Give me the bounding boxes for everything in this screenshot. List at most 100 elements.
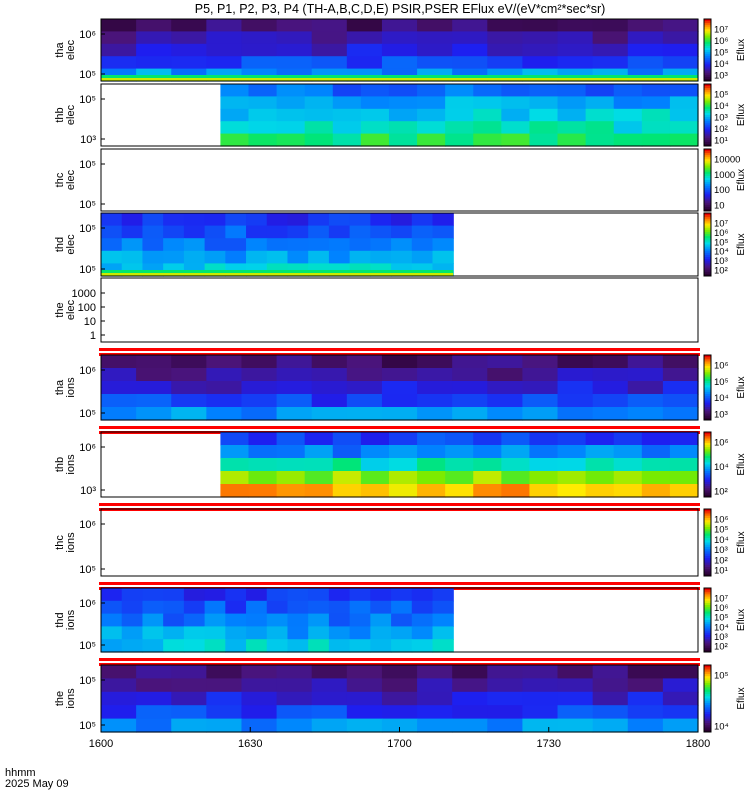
heatmap-cell	[121, 613, 144, 627]
colorbar-tick-label: 1000	[714, 170, 735, 181]
heatmap-cell	[529, 96, 559, 110]
colorbar-step	[704, 479, 711, 483]
heatmap-cell	[101, 626, 123, 640]
colorbar-tick-label: 10²	[714, 642, 728, 653]
colorbar-tick-label: 10⁶	[714, 36, 729, 47]
heatmap-cell	[101, 368, 137, 382]
heatmap-cell	[452, 691, 488, 706]
y-tick-label: 10⁶	[79, 365, 96, 377]
x-tick-label: 1600	[89, 738, 113, 750]
panel-species-label: elec	[65, 39, 77, 60]
heatmap-cell	[388, 445, 418, 459]
heatmap-cell	[308, 588, 330, 602]
heatmap-cell	[287, 613, 309, 627]
colorbar-step	[704, 490, 711, 494]
colorbar-step	[704, 596, 711, 600]
heatmap-cell	[136, 381, 172, 395]
colorbar-step	[704, 676, 711, 679]
colorbar-step	[704, 27, 711, 30]
heatmap-cell	[204, 225, 226, 239]
y-tick-label: 10⁶	[79, 519, 96, 531]
heatmap-cell	[557, 394, 594, 408]
colorbar-step	[704, 246, 711, 250]
heatmap-cell	[346, 31, 383, 45]
panel-probe-label: thd	[54, 612, 66, 627]
colorbar-step	[704, 98, 711, 102]
heatmap-cell	[248, 471, 278, 485]
heatmap-cell	[248, 84, 278, 97]
heatmap-cell	[473, 121, 502, 135]
heatmap-cell	[641, 133, 671, 147]
heatmap-cell	[266, 250, 289, 264]
heatmap-cell	[445, 445, 474, 459]
heatmap-cell	[627, 355, 664, 369]
colorbar-step	[704, 404, 711, 408]
heatmap-cell	[432, 613, 454, 627]
heatmap-cell	[241, 705, 278, 720]
colorbar-step	[704, 137, 711, 141]
heatmap-cell	[121, 213, 144, 227]
heatmap-cell	[171, 381, 207, 395]
colorbar-step	[704, 562, 711, 566]
colorbar-step	[704, 673, 711, 677]
heatmap-cell	[641, 445, 671, 459]
colorbar-step	[704, 19, 711, 22]
heatmap-cell	[445, 96, 474, 110]
heatmap-cell	[360, 96, 390, 110]
colorbar-tick-label: 10⁴	[714, 247, 729, 258]
colorbar-frame	[703, 664, 712, 733]
heatmap-cell	[627, 407, 664, 421]
colorbar-step	[704, 242, 711, 245]
separator-line	[99, 426, 700, 429]
colorbar-step	[704, 727, 711, 731]
heatmap-cell	[206, 43, 243, 57]
heatmap-cell	[248, 445, 278, 459]
colorbar-step	[704, 374, 711, 378]
heatmap-cell	[121, 238, 144, 252]
heatmap-cell	[332, 121, 362, 135]
heatmap-cell	[225, 213, 247, 227]
y-tick-label: 10⁵	[79, 564, 96, 576]
heatmap-cell	[276, 691, 313, 706]
heatmap-cell	[328, 250, 351, 264]
colorbar-tick-label: 10⁴	[714, 462, 729, 473]
colorbar: 10⁵ 10⁴ Eflux	[703, 664, 747, 733]
heatmap-cell	[487, 19, 524, 32]
heatmap-cell	[276, 484, 306, 498]
heatmap-cell	[248, 484, 278, 498]
heatmap-cell	[163, 213, 185, 227]
heatmap-cell	[220, 445, 250, 459]
heatmap-cell	[388, 96, 418, 110]
colorbar-step	[704, 613, 711, 617]
heatmap-cell	[276, 407, 313, 421]
colorbar-step	[704, 645, 711, 649]
colorbar-step	[704, 667, 711, 670]
heatmap-cell	[391, 213, 413, 227]
heatmap-cell	[557, 368, 594, 382]
panel-frame	[100, 277, 699, 343]
heatmap-cell	[171, 43, 207, 57]
heatmap-cell	[669, 445, 699, 459]
heatmap-cell	[276, 458, 306, 472]
colorbar-step	[704, 624, 711, 627]
heatmap-cell	[171, 665, 207, 679]
heatmap-cell	[349, 613, 371, 627]
panel-frame	[100, 83, 699, 147]
heatmap-cell	[388, 84, 418, 97]
colorbar-step	[704, 88, 711, 91]
colorbar-tick-label: 10³	[714, 545, 728, 556]
colorbar-step	[704, 529, 711, 532]
heatmap-cell	[287, 600, 309, 615]
heatmap-cell	[206, 718, 243, 733]
heatmap-cell	[163, 250, 185, 264]
heatmap-cell	[171, 407, 207, 421]
colorbar-step	[704, 509, 711, 512]
colorbar-step	[704, 52, 711, 55]
heatmap-cell	[225, 626, 247, 640]
heatmap-cell	[417, 394, 453, 408]
heatmap-cell	[662, 394, 699, 408]
heatmap-cell	[388, 458, 418, 472]
